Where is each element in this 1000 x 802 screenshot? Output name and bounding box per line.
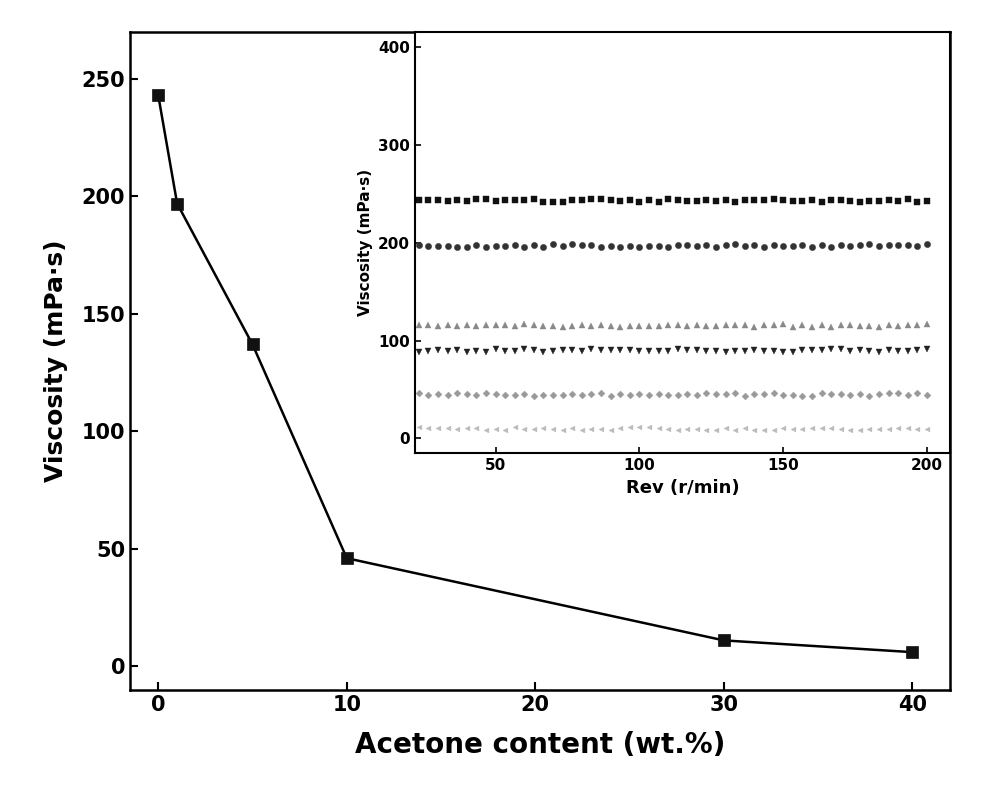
Y-axis label: Viscosity (mPa·s): Viscosity (mPa·s) [44,240,68,482]
X-axis label: Rev (r/min): Rev (r/min) [626,479,739,496]
Y-axis label: Viscosity (mPa·s): Viscosity (mPa·s) [358,169,373,316]
X-axis label: Acetone content (wt.%): Acetone content (wt.%) [355,731,725,759]
